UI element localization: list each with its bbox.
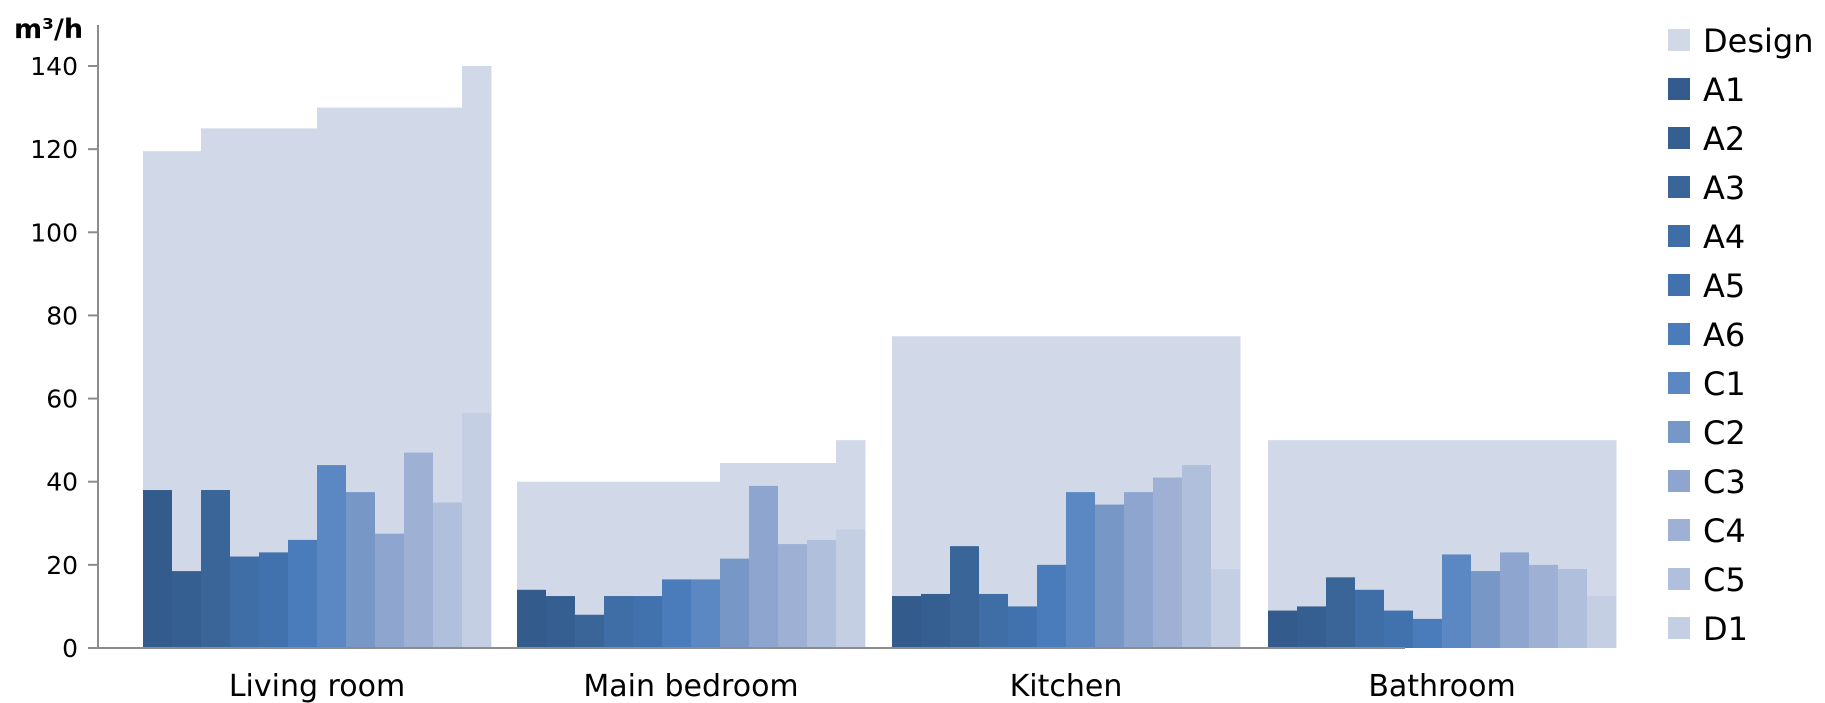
y-tick-label: 40 xyxy=(46,468,78,497)
legend-swatch xyxy=(1668,617,1690,639)
bar-a3 xyxy=(1326,577,1355,648)
axes xyxy=(97,25,1405,649)
design-bar xyxy=(172,151,202,648)
legend-label: A4 xyxy=(1703,218,1745,256)
legend-label: C2 xyxy=(1703,414,1746,452)
legend-swatch xyxy=(1668,470,1690,492)
y-tick-label: 120 xyxy=(30,135,78,164)
y-tick-label: 20 xyxy=(46,551,78,580)
legend-swatch xyxy=(1668,519,1690,541)
bar-a2 xyxy=(921,593,950,648)
y-tick-label: 80 xyxy=(46,301,78,330)
bar-d1 xyxy=(1211,569,1240,648)
bar-c5 xyxy=(1182,465,1211,648)
legend-swatch xyxy=(1668,274,1690,296)
legend-swatch xyxy=(1668,323,1690,345)
bar-a4 xyxy=(230,556,259,648)
legend-swatch xyxy=(1668,372,1690,394)
y-tick-label: 100 xyxy=(30,218,78,247)
x-category-label: Living room xyxy=(229,669,405,703)
bar-a5 xyxy=(1384,610,1413,648)
bar-c4 xyxy=(1153,477,1182,648)
bar-c5 xyxy=(433,502,462,648)
x-category-label: Main bedroom xyxy=(583,669,798,703)
bar-a3 xyxy=(950,546,979,648)
bar-a3 xyxy=(201,490,230,648)
bar-a6 xyxy=(1413,618,1442,648)
x-category-label: Bathroom xyxy=(1368,669,1515,703)
legend-label: C1 xyxy=(1703,365,1746,403)
bar-d1 xyxy=(462,413,491,648)
bar-a2 xyxy=(1297,606,1326,648)
legend-label: C4 xyxy=(1703,512,1746,550)
legend-swatch xyxy=(1668,225,1690,247)
x-category-label: Kitchen xyxy=(1010,669,1123,703)
bar-c2 xyxy=(346,492,375,648)
bar-c3 xyxy=(1500,552,1529,648)
measured-bars xyxy=(143,413,1616,648)
bar-c1 xyxy=(1066,492,1095,648)
bar-a5 xyxy=(259,552,288,648)
bar-c3 xyxy=(1124,492,1153,648)
design-bar xyxy=(1413,440,1443,648)
y-tick-label: 0 xyxy=(62,634,78,663)
legend-label: A1 xyxy=(1703,71,1745,109)
bar-c3 xyxy=(749,485,778,648)
legend-label: D1 xyxy=(1703,610,1748,648)
bar-a1 xyxy=(892,596,921,648)
bar-a6 xyxy=(662,579,691,648)
bar-c4 xyxy=(1529,564,1558,648)
bar-a6 xyxy=(1037,564,1066,648)
bar-a4 xyxy=(604,596,633,648)
legend-label: A5 xyxy=(1703,267,1745,305)
y-tick-label: 140 xyxy=(30,52,78,81)
bar-a6 xyxy=(288,539,317,648)
bar-c4 xyxy=(404,452,433,648)
bar-c1 xyxy=(317,465,346,648)
bar-a2 xyxy=(172,571,201,648)
x-category-labels: Living room Main bedroom Kitchen Bathroom xyxy=(229,669,1516,703)
legend-swatch xyxy=(1668,421,1690,443)
bar-a1 xyxy=(143,490,172,648)
bar-a4 xyxy=(979,593,1008,648)
y-tick-label: 60 xyxy=(46,385,78,414)
legend-swatch xyxy=(1668,29,1690,51)
legend-swatch xyxy=(1668,78,1690,100)
bar-c1 xyxy=(691,579,720,648)
design-bar xyxy=(1008,336,1038,648)
bar-c5 xyxy=(807,539,836,648)
legend-label: A2 xyxy=(1703,120,1745,158)
y-unit-label: m³/h xyxy=(14,14,83,45)
legend-label: C5 xyxy=(1703,561,1746,599)
legend-label: Design xyxy=(1703,22,1813,60)
bar-c4 xyxy=(778,544,807,648)
bar-a2 xyxy=(546,596,575,648)
bar-c2 xyxy=(1095,504,1124,648)
bar-a3 xyxy=(575,614,604,648)
bar-a1 xyxy=(517,589,546,648)
bar-a4 xyxy=(1355,589,1384,648)
bar-c2 xyxy=(1471,571,1500,648)
bar-c3 xyxy=(375,533,404,648)
legend-swatch xyxy=(1668,127,1690,149)
legend: Design A1 A2 A3 A4 A5 A6 C1 C2 C3 C4 C5 D1 xyxy=(1668,22,1813,648)
bar-a5 xyxy=(633,596,662,648)
bar-c5 xyxy=(1558,569,1587,648)
legend-swatch xyxy=(1668,176,1690,198)
bar-d1 xyxy=(1587,596,1616,648)
legend-label: A6 xyxy=(1703,316,1745,354)
bar-c1 xyxy=(1442,554,1471,648)
bar-a1 xyxy=(1268,610,1297,648)
bar-d1 xyxy=(836,529,865,648)
bar-a5 xyxy=(1008,606,1037,648)
y-ticks: 0 20 40 60 80 100 120 140 xyxy=(30,52,98,663)
bar-c2 xyxy=(720,558,749,648)
legend-swatch xyxy=(1668,568,1690,590)
legend-label: A3 xyxy=(1703,169,1745,207)
legend-label: C3 xyxy=(1703,463,1746,501)
